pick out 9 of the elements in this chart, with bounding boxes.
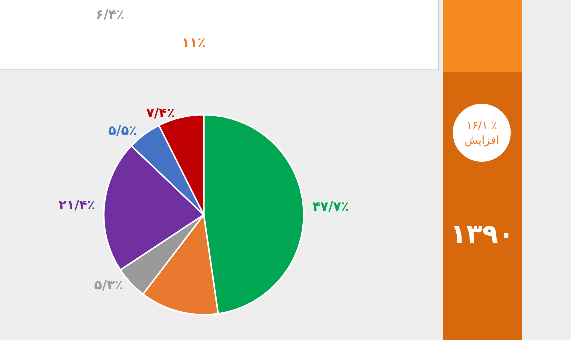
text: ۱۳۹۰ xyxy=(450,220,516,250)
data-label: ۵/۵٪ xyxy=(108,124,138,139)
data-label: ۷/۴٪ xyxy=(146,106,176,122)
data-label: ۲۱/۴٪ xyxy=(58,198,96,214)
text: ٪ ۱۶/۱ افزایش xyxy=(453,104,511,162)
text: ۶/۴٪ xyxy=(96,8,125,23)
data-label: ۴۷/۷٪ xyxy=(312,200,350,215)
data-label: ۵/۳٪ xyxy=(94,278,124,294)
text: ۱۱٪ xyxy=(182,36,206,51)
